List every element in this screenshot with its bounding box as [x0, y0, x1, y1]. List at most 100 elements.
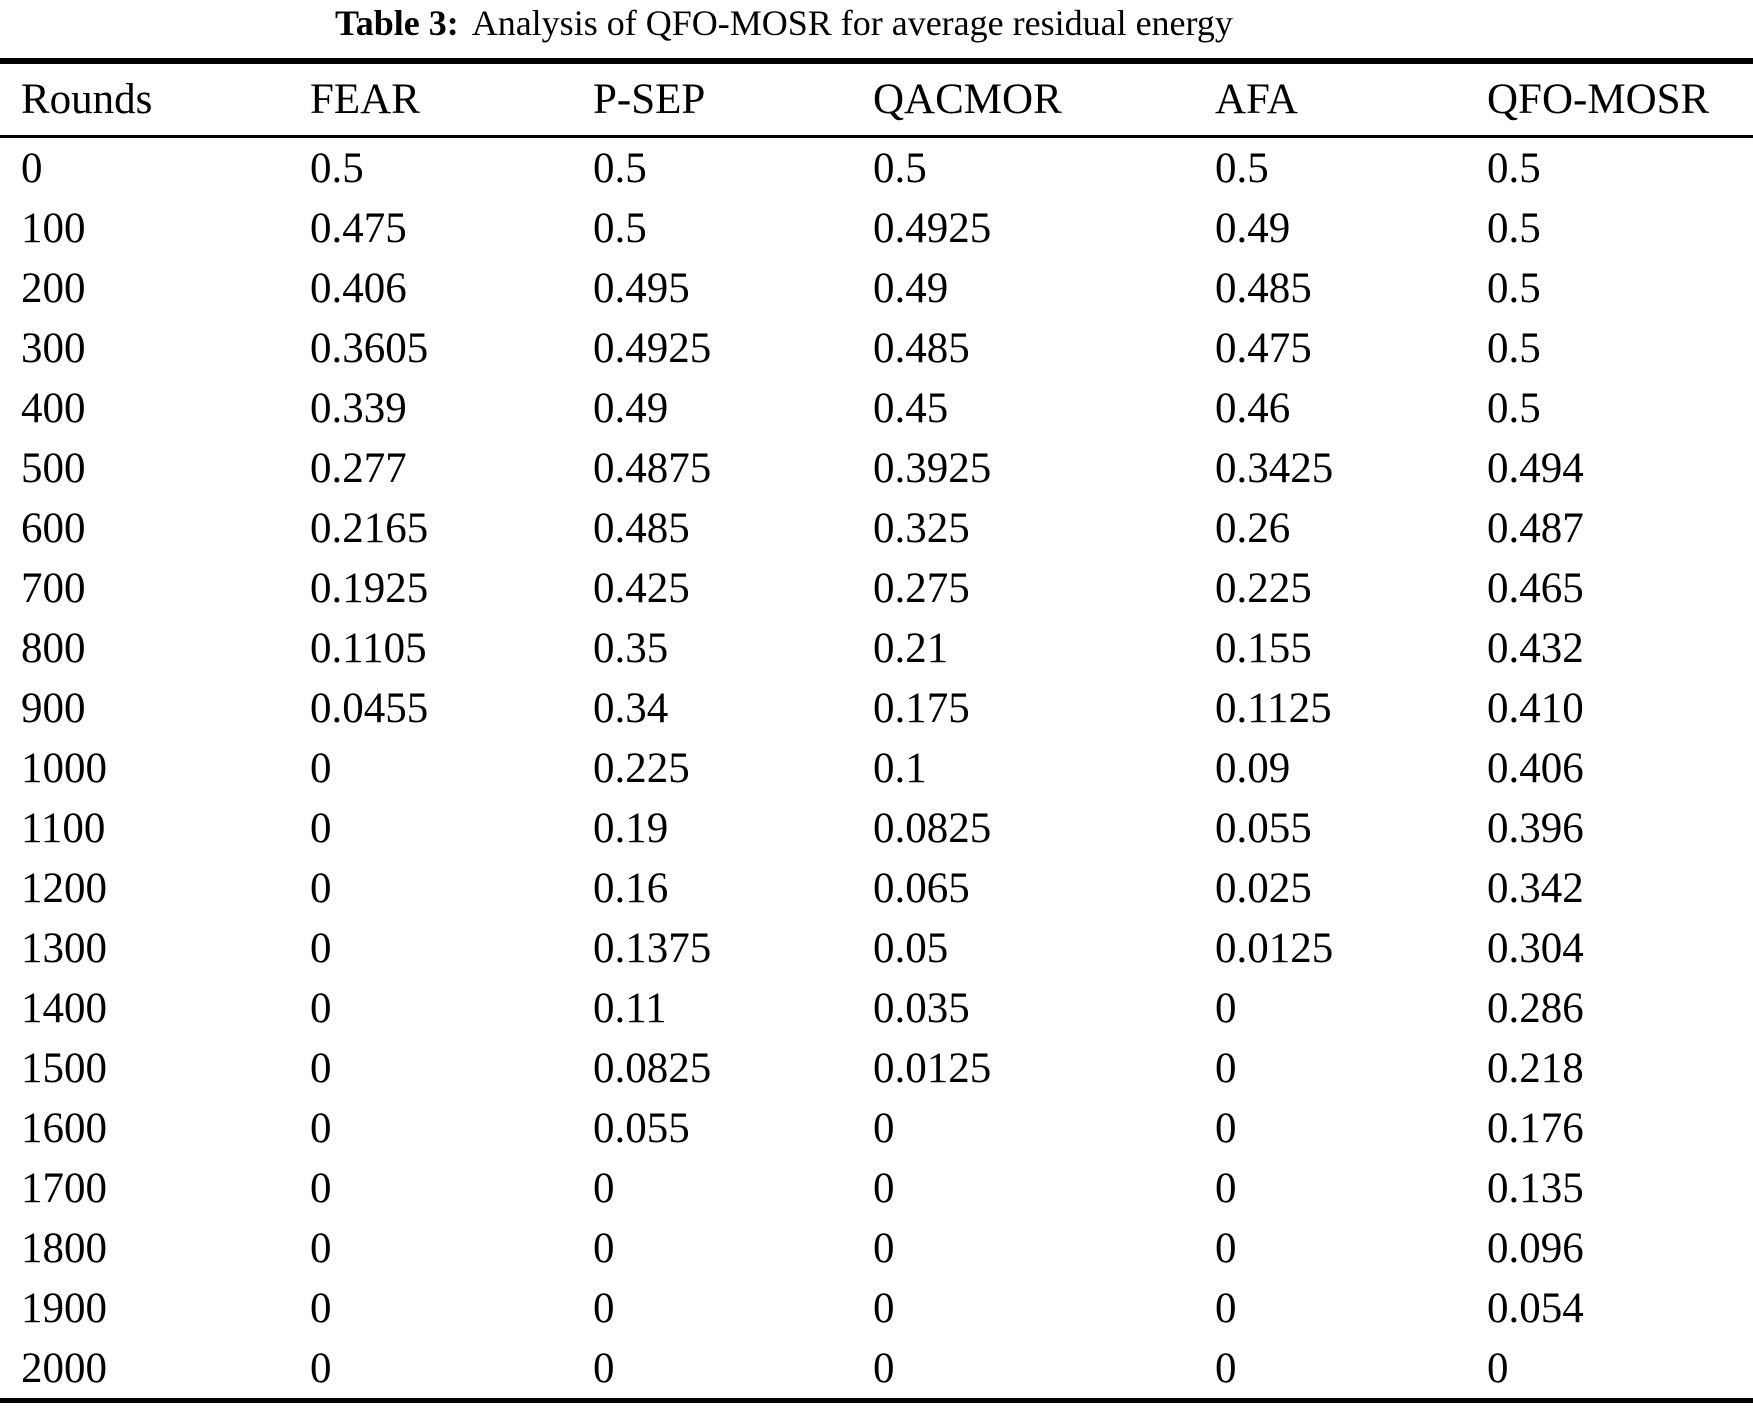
value-cell: 0.055: [593, 1104, 690, 1152]
column-header: QFO-MOSR: [1487, 61, 1753, 138]
value-cell: 0: [310, 1044, 332, 1092]
value-cell: 0.304: [1487, 924, 1584, 972]
value-cell: 0.5: [1487, 264, 1541, 312]
value-cell: 0.175: [873, 684, 970, 732]
value-cell: 0.34: [593, 684, 669, 732]
value-cell: 0: [310, 864, 332, 912]
table-row: 100 0.475 0.5 0.4925 0.49 0.5: [0, 198, 1753, 258]
value-cell: 0.432: [1487, 624, 1584, 672]
table-row: 600 0.2165 0.485 0.325 0.26 0.487: [0, 498, 1753, 558]
value-cell: 0.21: [873, 624, 949, 672]
value-cell: 0.1125: [1215, 684, 1332, 732]
table-caption-text: Analysis of QFO-MOSR for average residua…: [471, 3, 1233, 43]
value-cell: 0: [593, 1224, 615, 1272]
value-cell: 0.494: [1487, 444, 1584, 492]
value-cell: 0.4925: [873, 204, 992, 252]
value-cell: 0: [1215, 1104, 1237, 1152]
value-cell: 0.225: [1215, 564, 1312, 612]
value-cell: 0.0125: [873, 1044, 992, 1092]
value-cell: 0.5: [310, 144, 364, 192]
value-cell: 0.5: [1487, 144, 1541, 192]
value-cell: 0.485: [593, 504, 690, 552]
round-cell: 1100: [21, 804, 106, 852]
value-cell: 0.16: [593, 864, 669, 912]
value-cell: 0.055: [1215, 804, 1312, 852]
value-cell: 0.096: [1487, 1224, 1584, 1272]
value-cell: 0: [593, 1344, 615, 1392]
value-cell: 0.135: [1487, 1164, 1584, 1212]
header-row: Rounds FEAR P-SEP QACMOR AFA QFO-MOSR: [0, 61, 1753, 138]
value-cell: 0: [873, 1344, 895, 1392]
value-cell: 0.5: [593, 144, 647, 192]
value-cell: 0.3925: [873, 444, 992, 492]
table-header: Rounds FEAR P-SEP QACMOR AFA QFO-MOSR: [0, 61, 1753, 138]
value-cell: 0.475: [310, 204, 407, 252]
column-header: FEAR: [310, 61, 593, 138]
value-cell: 0: [873, 1104, 895, 1152]
value-cell: 0: [310, 1344, 332, 1392]
table-row: 1200 0 0.16 0.065 0.025 0.342: [0, 858, 1753, 918]
value-cell: 0.2165: [310, 504, 429, 552]
value-cell: 0.485: [1215, 264, 1312, 312]
table-row: 1500 0 0.0825 0.0125 0 0.218: [0, 1038, 1753, 1098]
value-cell: 0.406: [310, 264, 407, 312]
value-cell: 0.025: [1215, 864, 1312, 912]
column-header: P-SEP: [593, 61, 873, 138]
value-cell: 0.5: [1487, 324, 1541, 372]
value-cell: 0.325: [873, 504, 970, 552]
value-cell: 0.487: [1487, 504, 1584, 552]
value-cell: 0.396: [1487, 804, 1584, 852]
round-cell: 1500: [21, 1044, 107, 1092]
table-row: 700 0.1925 0.425 0.275 0.225 0.465: [0, 558, 1753, 618]
value-cell: 0: [1215, 1164, 1237, 1212]
value-cell: 0.26: [1215, 504, 1291, 552]
value-cell: 0: [873, 1284, 895, 1332]
value-cell: 0.3605: [310, 324, 429, 372]
table-row: 200 0.406 0.495 0.49 0.485 0.5: [0, 258, 1753, 318]
value-cell: 0.339: [310, 384, 407, 432]
value-cell: 0: [593, 1284, 615, 1332]
data-table: Rounds FEAR P-SEP QACMOR AFA QFO-MOSR 0 0.5 0.5…: [0, 58, 1753, 1403]
value-cell: 0: [1215, 1344, 1237, 1392]
round-cell: 200: [21, 264, 86, 312]
column-header: QACMOR: [873, 61, 1215, 138]
value-cell: 0: [310, 804, 332, 852]
value-cell: 0: [1215, 1044, 1237, 1092]
column-header: Rounds: [0, 61, 310, 138]
table-row: 300 0.3605 0.4925 0.485 0.475 0.5: [0, 318, 1753, 378]
round-cell: 600: [21, 504, 86, 552]
value-cell: 0.3425: [1215, 444, 1334, 492]
table-row: 1100 0 0.19 0.0825 0.055 0.396: [0, 798, 1753, 858]
value-cell: 0.45: [873, 384, 949, 432]
round-cell: 300: [21, 324, 86, 372]
table-caption-label: Table 3:: [335, 3, 459, 43]
round-cell: 1200: [21, 864, 107, 912]
value-cell: 0.5: [1487, 384, 1541, 432]
value-cell: 0.475: [1215, 324, 1312, 372]
value-cell: 0.425: [593, 564, 690, 612]
table-row: 1600 0 0.055 0 0 0.176: [0, 1098, 1753, 1158]
value-cell: 0.35: [593, 624, 669, 672]
value-cell: 0.035: [873, 984, 970, 1032]
value-cell: 0: [873, 1224, 895, 1272]
table-row: 1800 0 0 0 0 0.096: [0, 1218, 1753, 1278]
table-row: 1900 0 0 0 0 0.054: [0, 1278, 1753, 1338]
round-cell: 1800: [21, 1224, 107, 1272]
value-cell: 0.11: [593, 984, 667, 1032]
value-cell: 0.49: [1215, 204, 1291, 252]
value-cell: 0.054: [1487, 1284, 1584, 1332]
value-cell: 0.465: [1487, 564, 1584, 612]
value-cell: 0: [593, 1164, 615, 1212]
value-cell: 0: [310, 1164, 332, 1212]
value-cell: 0.176: [1487, 1104, 1584, 1152]
value-cell: 0.5: [1215, 144, 1269, 192]
table-row: 900 0.0455 0.34 0.175 0.1125 0.410: [0, 678, 1753, 738]
value-cell: 0.5: [1487, 204, 1541, 252]
value-cell: 0.05: [873, 924, 949, 972]
value-cell: 0: [310, 1104, 332, 1152]
value-cell: 0.49: [873, 264, 949, 312]
table-row: 1300 0 0.1375 0.05 0.0125 0.304: [0, 918, 1753, 978]
value-cell: 0: [310, 1224, 332, 1272]
value-cell: 0: [1487, 1344, 1509, 1392]
